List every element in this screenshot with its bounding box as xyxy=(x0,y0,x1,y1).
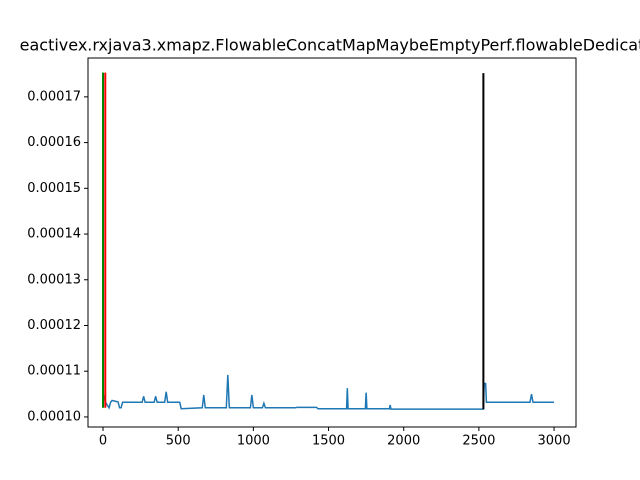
series-line xyxy=(102,374,555,410)
y-tick-label: 0.00011 xyxy=(27,364,81,379)
plot-frame xyxy=(87,57,577,428)
y-tick-label: 0.00013 xyxy=(27,272,81,287)
x-tick-label: 1500 xyxy=(312,434,345,449)
x-tick-label: 3000 xyxy=(538,434,571,449)
y-tick-label: 0.00017 xyxy=(27,89,81,104)
x-tick-label: 500 xyxy=(166,434,191,449)
x-tick-label: 2000 xyxy=(387,434,420,449)
y-tick-label: 0.00012 xyxy=(27,318,81,333)
y-tick-label: 0.00015 xyxy=(27,181,81,196)
x-tick-label: 1000 xyxy=(237,434,270,449)
y-tick-label: 0.00016 xyxy=(27,135,81,150)
y-tick-label: 0.00010 xyxy=(27,409,81,424)
x-tick-label: 0 xyxy=(99,434,107,449)
x-tick-label: 2500 xyxy=(462,434,495,449)
y-tick-label: 0.00014 xyxy=(27,227,81,242)
chart-title: eactivex.rxjava3.xmapz.FlowableConcatMap… xyxy=(20,36,640,55)
